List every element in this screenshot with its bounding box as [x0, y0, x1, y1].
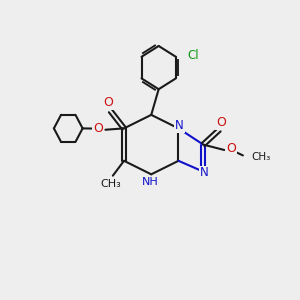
Text: NH: NH [142, 177, 159, 188]
Text: O: O [93, 122, 103, 135]
Text: N: N [175, 119, 184, 132]
Text: O: O [216, 116, 226, 129]
Text: CH₃: CH₃ [252, 152, 271, 162]
Text: O: O [103, 96, 113, 109]
Text: Cl: Cl [187, 49, 199, 62]
Text: CH₃: CH₃ [100, 179, 121, 189]
Text: O: O [226, 142, 236, 155]
Text: N: N [200, 167, 209, 179]
